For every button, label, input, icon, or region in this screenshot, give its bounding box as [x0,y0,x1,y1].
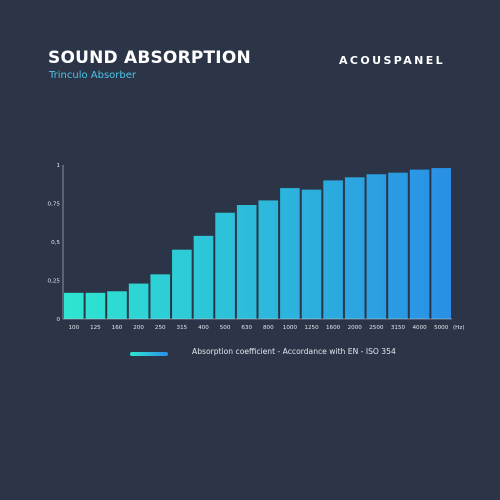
brand-logo-text: ACOUSPANEL [339,54,446,67]
x-tick-label: 800 [263,325,274,331]
bar-1250 [301,189,322,319]
x-tick-label: 2500 [369,325,384,331]
bar-1600 [323,180,343,319]
x-tick-label: 1000 [283,325,298,331]
bar-4000 [409,169,430,319]
y-tick-label: 1 [56,163,60,169]
ticks-group: 100 125 160 200 250 315 400 500 630 800 1000 1250 16… [48,163,465,331]
x-tick-label: 500 [220,325,231,331]
bar-500 [215,212,235,319]
bar-3150 [388,172,408,319]
x-tick-label: 4000 [412,325,427,331]
x-tick-label: 3150 [391,325,406,331]
bar-800 [258,200,279,319]
legend-swatch [130,352,168,356]
x-tick-label: 250 [155,325,166,331]
x-tick-label: 630 [241,325,252,331]
x-tick-label: 1250 [304,325,319,331]
bar-160 [107,291,127,319]
bar-315 [172,249,192,319]
bar-125 [85,292,106,319]
y-tick-label: 0,5 [51,240,60,246]
bar-250 [150,274,171,319]
x-tick-label: 100 [68,325,79,331]
bar-100 [64,292,84,319]
y-tick-label: 0 [56,317,60,323]
bar-1000 [280,188,300,319]
x-axis-unit: (Hz) [453,325,465,331]
x-tick-label: 160 [112,325,123,331]
x-tick-label: 5000 [434,325,449,331]
y-tick-label: 0,25 [48,279,61,285]
bar-630 [236,205,257,319]
bar-2500 [366,174,387,319]
x-tick-label: 2000 [348,325,363,331]
bar-5000 [431,168,451,319]
axes-group [62,165,452,320]
x-tick-label: 1600 [326,325,341,331]
bar-200 [128,283,149,319]
y-tick-label: 0,75 [48,202,61,208]
x-tick-label: 400 [198,325,209,331]
chart-title: SOUND ABSORPTION [48,48,251,68]
chart-subtitle: Trinculo Absorber [49,70,137,81]
bar-400 [193,235,214,319]
x-tick-label: 125 [90,325,101,331]
x-tick-label: 200 [133,325,144,331]
bars-group [64,168,451,319]
legend-label: Absorption coefficient - Accordance with… [192,347,396,356]
x-tick-label: 315 [177,325,188,331]
bar-2000 [344,177,365,319]
